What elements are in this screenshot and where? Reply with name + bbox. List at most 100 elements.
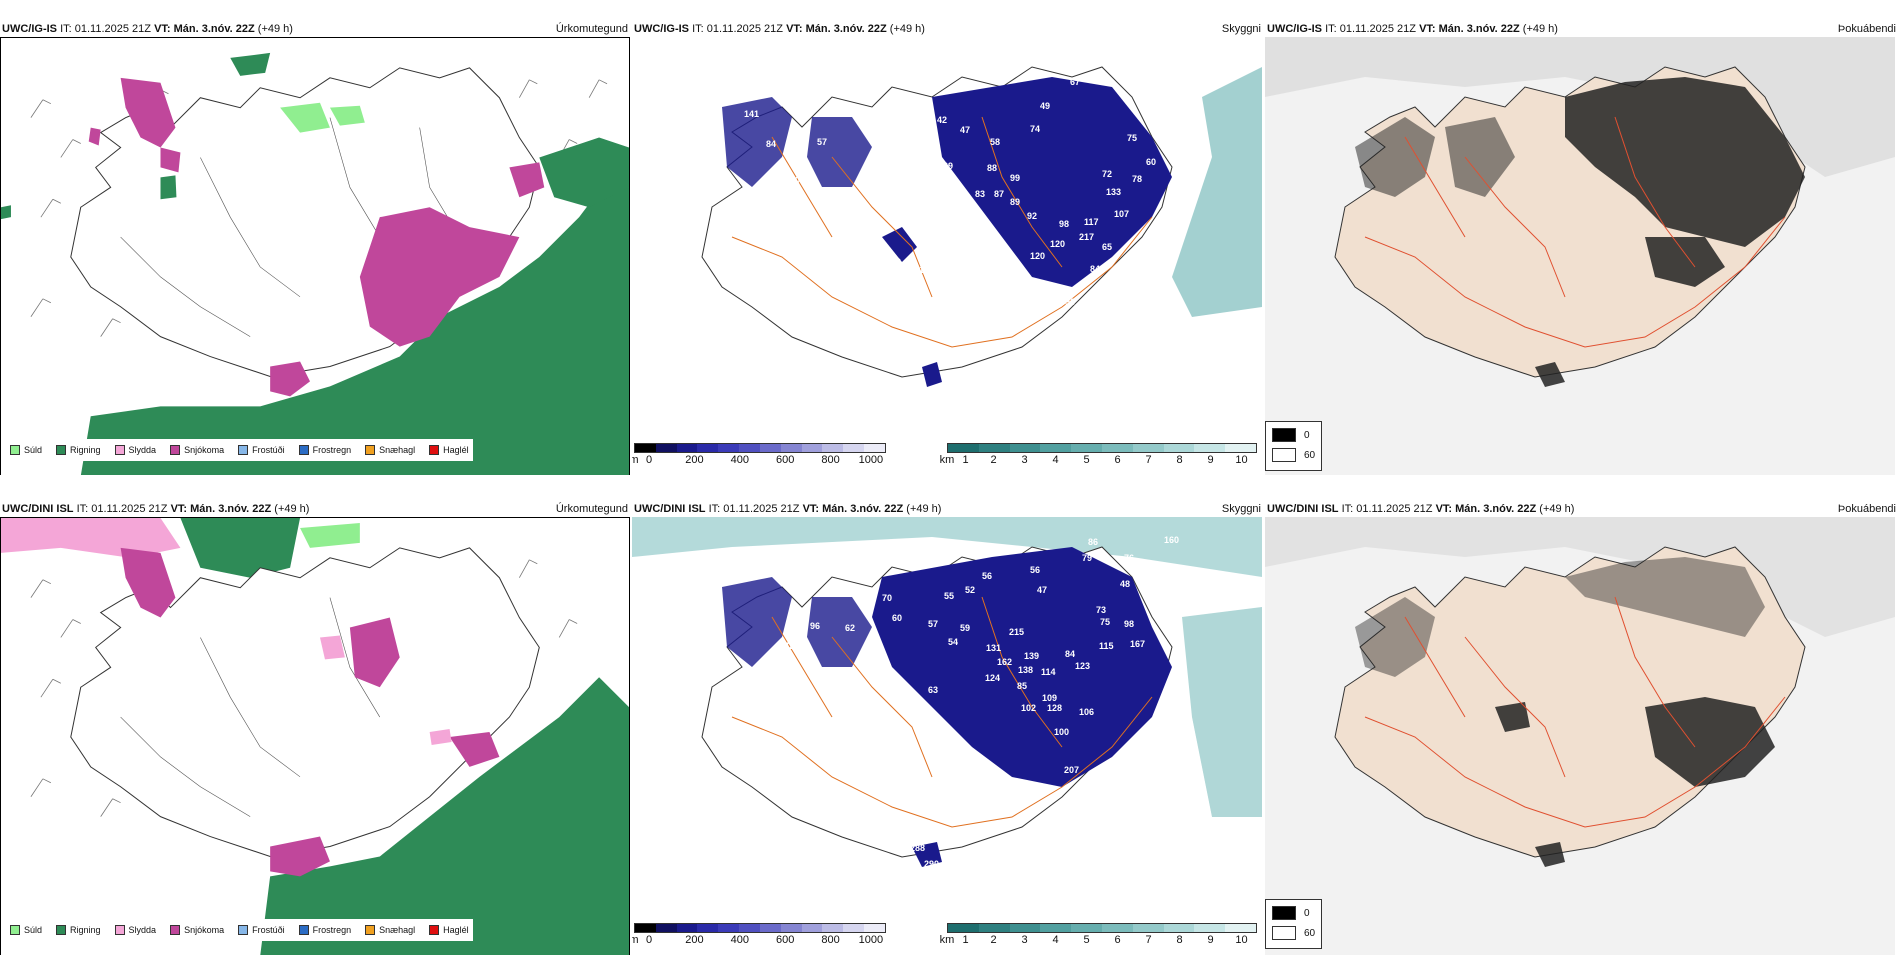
lead-time: (+49 h) <box>1522 23 1558 35</box>
legend-swatch <box>365 925 376 935</box>
cloudbase-label: 64 <box>940 251 950 261</box>
cloudbase-label: 75 <box>1100 617 1110 627</box>
colorbar-tick: 5 <box>1083 454 1090 466</box>
visibility-colorbar-ticks: km 1 2 3 4 5 6 7 8 9 10 <box>940 453 1257 467</box>
legend-item: Snæhagl <box>365 445 415 455</box>
colorbar-tick: 800 <box>821 934 840 946</box>
vt-label: VT: <box>154 23 171 35</box>
cloudbase-label: 87 <box>994 189 1004 199</box>
cloudbase-label: 42 <box>937 115 947 125</box>
legend-item: Haglél <box>429 445 469 455</box>
colorbar-unit: km <box>939 454 955 466</box>
fog-map-svg <box>1265 517 1895 955</box>
legend-swatch <box>298 445 309 455</box>
cloudbase-label: 138 <box>1018 665 1033 675</box>
cloudbase-areas <box>722 547 1172 867</box>
legend-swatch <box>10 925 20 935</box>
it-value: 01.11.2025 21Z <box>1356 503 1433 515</box>
colorbar-tick: 5 <box>1083 934 1090 946</box>
cloudbase-label: 99 <box>1010 173 1020 183</box>
cloudbase-labels: 160 86 79 76 56 56 47 48 55 52 70 60 57 … <box>728 535 1179 869</box>
cloudbase-colorbar: m 0 200 400 600 800 1000 <box>632 923 886 947</box>
cloudbase-label: 98 <box>1124 619 1134 629</box>
cloudbase-label: 57 <box>817 137 827 147</box>
cloudbase-label: 69 <box>943 161 953 171</box>
cloudbase-label: 70 <box>882 593 892 603</box>
roads <box>1364 116 1786 348</box>
fog-legend-label: 0 <box>1304 907 1310 919</box>
cloudbase-colorbar: m 0 200 400 600 800 1000 <box>632 443 886 467</box>
fog-legend-swatch <box>1272 428 1296 442</box>
cloudbase-label: 109 <box>1042 693 1057 703</box>
colorbar-tick: 600 <box>776 934 795 946</box>
colorbar-tick: 6 <box>1114 934 1121 946</box>
cloudbase-label: 120 <box>1030 251 1045 261</box>
roads <box>731 116 1153 348</box>
cloudbase-label: 120 <box>1050 239 1065 249</box>
legend-label: Snjókoma <box>184 445 225 455</box>
model-name: UWC/DINI ISL <box>2 503 74 515</box>
cloudbase-colorbar-ticks: m 0 200 400 600 800 1000 <box>632 933 886 947</box>
colorbar-tick: 1 <box>962 454 969 466</box>
cloudbase-label: 22 <box>860 659 870 669</box>
cloudbase-label: 96 <box>891 257 901 267</box>
legend-label: Frostregn <box>312 925 352 935</box>
cloudbase-label: 46 <box>827 237 837 247</box>
cloudbase-label: 83 <box>975 189 985 199</box>
legend-label: Snjókoma <box>184 925 225 935</box>
vt-value: Mán. 3.nóv. 22Z <box>190 503 272 515</box>
visibility-colorbar: km 1 2 3 4 5 6 7 8 9 10 <box>940 443 1257 467</box>
legend-label: Haglél <box>443 925 469 935</box>
fog-dark-areas <box>1355 77 1805 387</box>
colorbar-tick: 8 <box>1176 454 1183 466</box>
legend-swatch <box>170 925 181 935</box>
cloudbase-label: 50 <box>1168 209 1178 219</box>
cloudbase-label: 89 <box>1010 197 1020 207</box>
precip-legend: Súld Rigning Slydda Snjókoma Frostúði Fr… <box>6 439 473 461</box>
fog-dark-areas <box>1355 557 1775 867</box>
cloudbase-label: 124 <box>985 673 1000 683</box>
colorbar-tick: 400 <box>730 934 750 946</box>
colorbar-tick: 3 <box>1021 934 1028 946</box>
colorbar-tick: 10 <box>1235 934 1248 946</box>
colorbar-tick: 4 <box>1052 934 1059 946</box>
panel-title: Úrkomutegund <box>555 23 628 35</box>
cloudbase-label: 85 <box>1017 681 1027 691</box>
cloudbase-label: 117 <box>1084 217 1099 227</box>
cloudbase-label: 52 <box>965 585 975 595</box>
colorbar-tick: 7 <box>1145 454 1152 466</box>
fog-legend-label: 60 <box>1304 449 1316 461</box>
legend-item: Snjókoma <box>170 445 224 455</box>
cloudbase-label: 133 <box>782 559 797 569</box>
panel-header: UWC/DINI ISL IT: 01.11.2025 21Z VT: Mán.… <box>2 501 628 517</box>
rain-area <box>80 177 629 475</box>
cloudbase-label: 121 <box>754 559 769 569</box>
panel-header: UWC/DINI ISL IT: 01.11.2025 21Z VT: Mán.… <box>1267 501 1896 517</box>
legend-item: Frostúði <box>238 925 285 935</box>
precip-map-svg <box>1 518 629 955</box>
cloudbase-label: 45 <box>825 671 835 681</box>
precip-map <box>0 517 630 955</box>
fog-panel-top: UWC/IG-IS IT: 01.11.2025 21Z VT: Mán. 3.… <box>1265 15 1900 475</box>
cloudbase-label: 73 <box>1096 605 1106 615</box>
cloudbase-label: 49 <box>1040 101 1050 111</box>
cloudbase-colorbar-ticks: m 0 200 400 600 800 1000 <box>632 453 886 467</box>
cloudbase-label: 78 <box>1132 174 1142 184</box>
precip-type-panel-top: UWC/IG-IS IT: 01.11.2025 21Z VT: Mán. 3.… <box>0 15 632 475</box>
precip-legend: Súld Rigning Slydda Snjókoma Frostúði Fr… <box>6 919 473 941</box>
legend-swatch <box>298 925 309 935</box>
cloudbase-label: 290 <box>924 859 939 869</box>
legend-label: Slydda <box>128 445 157 455</box>
cloudbase-label: 217 <box>1079 232 1094 242</box>
visibility-colorbar-bar <box>947 923 1257 933</box>
cloudbase-label: 107 <box>1114 209 1129 219</box>
visibility-area <box>1172 67 1262 317</box>
iceland-outline <box>70 547 540 857</box>
cloudbase-label: 86 <box>1088 537 1098 547</box>
legend-label: Frostúði <box>252 445 285 455</box>
legend-item: Frostregn <box>298 925 352 935</box>
precip-type-panel-bottom: UWC/DINI ISL IT: 01.11.2025 21Z VT: Mán.… <box>0 495 632 955</box>
cloudbase-map-svg: 160 86 79 76 56 56 47 48 55 52 70 60 57 … <box>632 517 1262 869</box>
it-value: 01.11.2025 21Z <box>74 23 151 35</box>
cloudbase-label: 75 <box>1127 133 1137 143</box>
